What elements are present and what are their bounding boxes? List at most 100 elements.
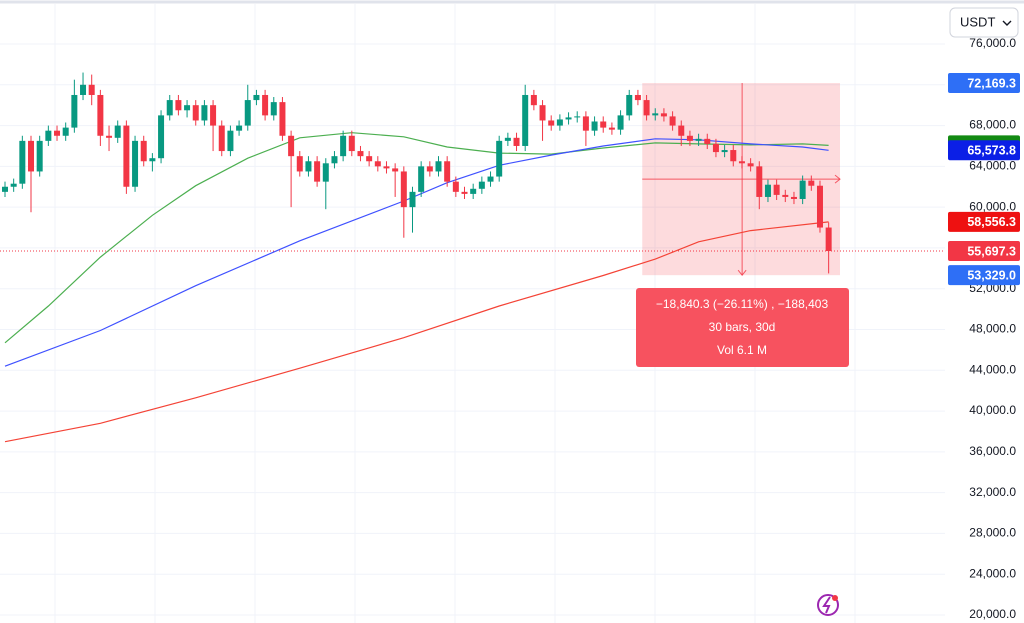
chevron[interactable] — [1002, 20, 1012, 26]
price-label-box — [948, 211, 1020, 232]
candle-body — [782, 194, 789, 197]
candle-body — [106, 135, 113, 138]
candle-body — [10, 183, 17, 187]
icon-ring[interactable] — [817, 594, 839, 616]
candle-body — [418, 166, 425, 192]
y-tick-label: 20,000.0 — [969, 607, 1016, 621]
candle-body — [513, 137, 520, 146]
candle-body — [36, 140, 43, 172]
candle-body — [600, 121, 607, 128]
candle-body — [279, 102, 286, 136]
candle-body — [747, 163, 754, 167]
candle-body — [400, 171, 407, 208]
candle-body — [158, 115, 165, 159]
candle-body — [62, 127, 69, 136]
price-axis: 20,000.0 24,000.0 28,000.0 32,000.0 36,000.0… — [969, 36, 1016, 621]
currency-box[interactable] — [949, 7, 1019, 38]
candle-body — [383, 166, 390, 169]
y-tick-label: 64,000.0 — [969, 159, 1016, 173]
candle-body — [357, 151, 364, 157]
candle-body — [574, 116, 581, 118]
candle-body — [201, 105, 208, 121]
y-tick-label: 68,000.0 — [969, 118, 1016, 132]
price-label-box — [948, 73, 1020, 94]
y-tick-label: 40,000.0 — [969, 403, 1016, 417]
candle-body — [149, 158, 156, 162]
candle-body — [392, 168, 399, 172]
candle-body — [45, 130, 52, 141]
candle-body — [374, 161, 381, 167]
candle-body — [461, 191, 468, 194]
candle-body — [288, 135, 295, 157]
candle-body — [582, 116, 589, 131]
candle-body — [660, 113, 667, 117]
candle-body — [210, 105, 217, 126]
candle-body — [816, 185, 823, 228]
y-tick-label: 36,000.0 — [969, 444, 1016, 458]
candle-body — [764, 184, 771, 197]
candle-body — [738, 161, 745, 164]
price-label: 55,697.3 — [967, 244, 1016, 258]
candle-body — [409, 191, 416, 208]
y-tick-label: 44,000.0 — [969, 362, 1016, 376]
candle-body — [504, 137, 511, 141]
candle-body — [28, 140, 35, 172]
measure-text: Vol 6.1 M — [717, 343, 767, 357]
candle-body — [314, 161, 321, 182]
measure-tool: −18,840.3 (−26.11%) , −188,403 30 bars, 3… — [636, 83, 849, 367]
candle-body — [539, 105, 546, 121]
candle-body — [192, 105, 199, 121]
y-tick-label: 60,000.0 — [969, 199, 1016, 213]
measure-h-head — [834, 174, 841, 184]
grid — [0, 43, 945, 616]
candle-body — [331, 156, 338, 164]
price-label-box — [948, 241, 1020, 262]
candle-body — [626, 94, 633, 116]
candle-body — [80, 84, 87, 95]
candle-body — [97, 94, 104, 136]
candle-body — [695, 138, 702, 141]
moving-average — [4, 221, 829, 443]
measure-text: −18,840.3 (−26.11%) , −188,403 — [656, 297, 829, 311]
candle-body — [522, 94, 529, 146]
candle-body — [704, 138, 711, 144]
candle-body — [296, 156, 303, 172]
currency-button[interactable]: USDT — [949, 7, 1019, 38]
candle-body — [617, 115, 624, 130]
candle-body — [270, 102, 277, 116]
candle-body — [114, 125, 121, 138]
candle-body — [808, 180, 815, 186]
candle-body — [340, 135, 347, 157]
candle-body — [608, 127, 615, 130]
measure-text: 30 bars, 30d — [709, 320, 776, 334]
price-label: 53,329.0 — [967, 268, 1016, 282]
candle-body — [19, 140, 26, 184]
icon-dot[interactable] — [832, 595, 838, 601]
candle-body — [366, 156, 373, 162]
candle-body — [721, 150, 728, 153]
candle-body — [825, 227, 832, 252]
candle-body — [132, 140, 139, 187]
y-tick-label: 24,000.0 — [969, 566, 1016, 580]
candle-body — [686, 135, 693, 141]
candle-body — [305, 161, 312, 172]
candle-body — [591, 121, 598, 131]
currency-text[interactable]: USDT — [960, 14, 995, 29]
candle-body — [140, 140, 147, 162]
candle-body — [712, 143, 719, 153]
price-label: 58,556.3 — [967, 215, 1016, 229]
price-label-box — [948, 265, 1020, 286]
candle-body — [470, 188, 477, 194]
icon-bolt[interactable] — [822, 596, 831, 614]
price-labels: 72,169.366,057.765,573.858,556.355,697.3… — [948, 73, 1020, 286]
y-tick-label: 48,000.0 — [969, 322, 1016, 336]
candle-body — [452, 181, 459, 192]
candle-body — [71, 94, 78, 128]
candle-body — [773, 184, 780, 195]
alert-icon[interactable] — [817, 594, 839, 616]
candle-body — [478, 181, 485, 189]
candle-body — [634, 94, 641, 101]
candle-body — [444, 161, 451, 182]
candle-body — [175, 100, 182, 111]
